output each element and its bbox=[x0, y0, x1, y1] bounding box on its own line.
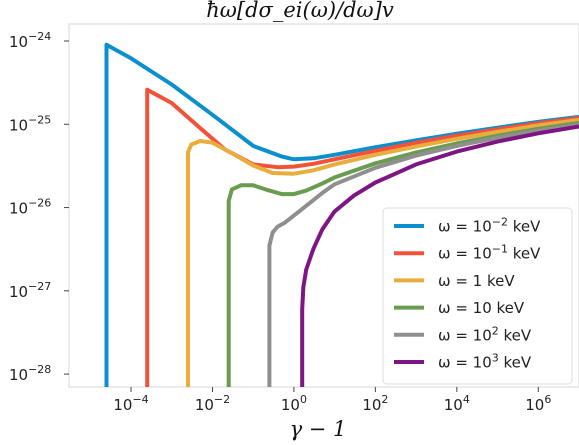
x-axis-label: γ − 1 bbox=[290, 417, 347, 441]
x-tick-label-2: 10−2 bbox=[195, 393, 230, 414]
x-tick-label-3: 100 bbox=[281, 393, 307, 414]
chart-title: ħω[dσ_ei(ω)/dω]v bbox=[206, 0, 394, 22]
y-axis: 10−24 10−25 10−26 10−27 10−28 bbox=[9, 30, 69, 384]
x-tick-label-4: 102 bbox=[362, 393, 388, 414]
x-axis: 10−4 10−2 100 102 104 106 bbox=[113, 387, 551, 414]
y-tick-label-3: 10−26 bbox=[9, 197, 51, 218]
x-tick-label-6: 106 bbox=[525, 393, 551, 414]
y-tick-label-2: 10−25 bbox=[9, 113, 51, 134]
series-line-4 bbox=[226, 120, 579, 387]
series-layer bbox=[104, 42, 579, 387]
legend-label-6: ω = 103 keV bbox=[438, 352, 532, 372]
series-line-2 bbox=[145, 87, 579, 387]
series-line-6 bbox=[300, 124, 579, 387]
y-tick-label-4: 10−27 bbox=[9, 280, 51, 301]
legend-label-4: ω = 10 keV bbox=[438, 299, 525, 317]
y-tick-label-1: 10−24 bbox=[9, 30, 51, 51]
legend-box bbox=[382, 207, 573, 385]
x-tick-label-5: 104 bbox=[444, 393, 470, 414]
series-line-5 bbox=[267, 122, 579, 387]
legend: ω = 10−2 keV ω = 10−1 keV ω = 1 keV ω = 10 … bbox=[382, 207, 573, 385]
legend-label-2: ω = 10−1 keV bbox=[438, 243, 541, 263]
x-tick-label-1: 10−4 bbox=[113, 393, 148, 414]
series-line-3 bbox=[186, 117, 579, 387]
legend-label-1: ω = 10−2 keV bbox=[438, 216, 541, 236]
legend-label-3: ω = 1 keV bbox=[438, 272, 515, 290]
legend-label-5: ω = 102 keV bbox=[438, 324, 532, 344]
y-tick-label-5: 10−28 bbox=[9, 363, 51, 384]
